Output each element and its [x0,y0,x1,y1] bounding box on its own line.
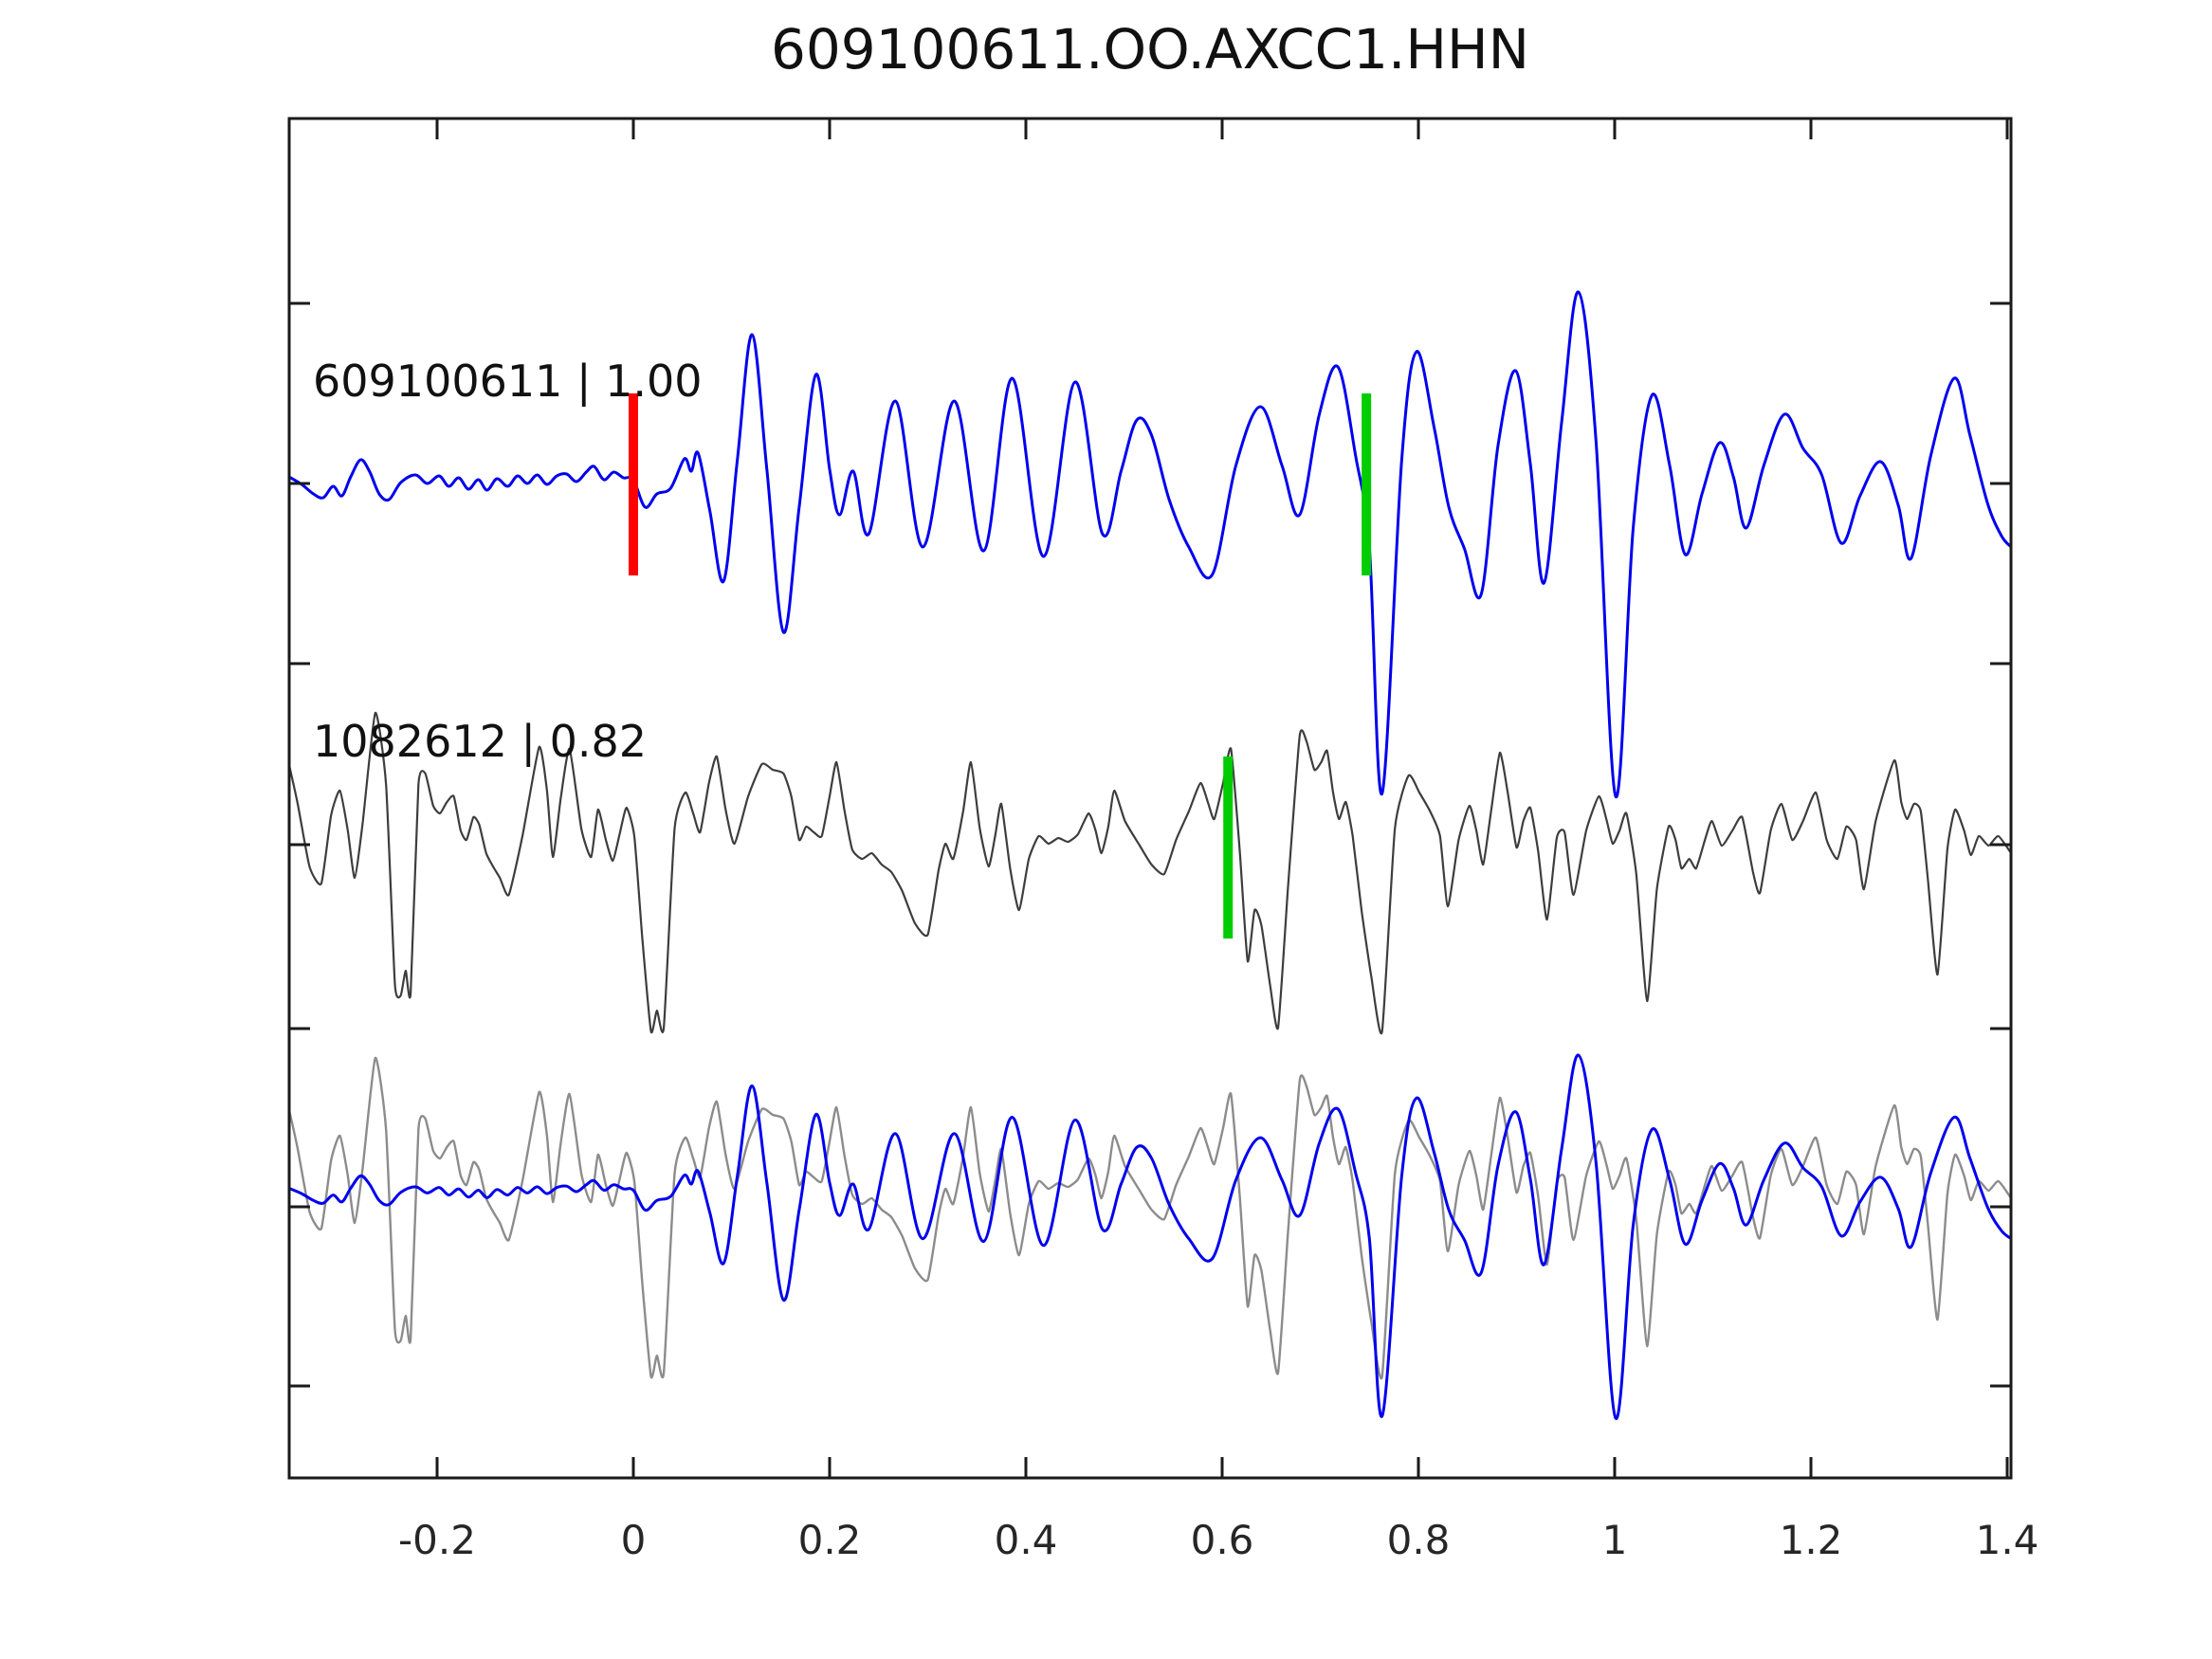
detection-trace-label: 1082612 | 0.82 [313,716,647,768]
chart-title: 609100611.OO.AXCC1.HHN [771,17,1529,82]
x-tick-label: 1.2 [1780,1517,1843,1563]
detection-waveform [289,711,2011,1035]
waveform-series-group [289,290,2011,1420]
axes-frame [287,117,2013,1480]
x-tick-label: 0.8 [1387,1517,1451,1563]
x-tick-label: 1.4 [1976,1517,2039,1563]
green-pick-marker-template [1362,393,1372,575]
template-trace-label: 609100611 | 1.00 [313,356,703,408]
x-tick-label: 0.6 [1191,1517,1254,1563]
overlay-template-waveform [289,1053,2011,1420]
x-tick-labels-group: -0.2 0 0.2 0.4 0.6 0.8 1 1.2 1.4 [398,1517,2038,1563]
axis-ticks-group [289,118,2011,1478]
x-tick-label: 0 [621,1517,647,1563]
pick-markers-group [629,393,1372,939]
x-tick-label: -0.2 [398,1517,476,1563]
template-waveform [289,290,2011,798]
x-tick-label: 0.4 [995,1517,1058,1563]
overlay-detection-waveform [289,1056,2011,1380]
green-pick-marker-detection [1223,757,1234,939]
x-tick-label: 0.2 [798,1517,862,1563]
x-tick-label: 1 [1602,1517,1628,1563]
red-pick-marker [629,393,638,575]
